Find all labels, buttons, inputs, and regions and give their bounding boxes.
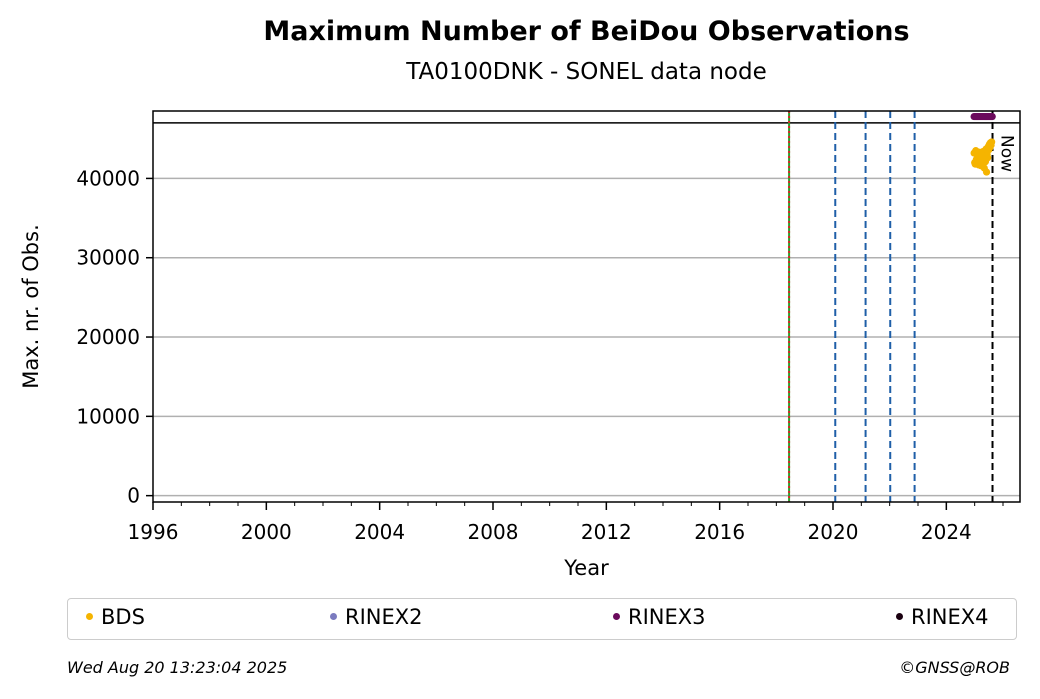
x-tick-label: 2008 (468, 520, 519, 544)
x-tick-label: 1996 (128, 520, 179, 544)
footer-credit: ©GNSS@ROB (899, 658, 1010, 677)
legend: BDS RINEX2 RINEX3 RINEX4 (67, 598, 1017, 640)
footer-timestamp: Wed Aug 20 13:23:04 2025 (67, 658, 288, 677)
point-bds (984, 154, 992, 162)
y-tick-label: 20000 (76, 325, 140, 349)
legend-marker-bds (86, 612, 93, 620)
x-tick-label: 2012 (581, 520, 632, 544)
x-tick-label: 2024 (921, 520, 972, 544)
legend-marker-rinex2 (330, 612, 337, 620)
y-tick-label: 30000 (76, 246, 140, 270)
point-rinex3 (988, 112, 996, 121)
grid-layer (153, 122, 1020, 497)
legend-label: RINEX4 (911, 605, 989, 629)
x-axis-label: Year (563, 556, 609, 580)
x-tick-label: 2000 (241, 520, 292, 544)
y-tick-label: 40000 (76, 166, 140, 190)
x-tick-label: 2004 (354, 520, 405, 544)
y-axis-label: Max. nr. of Obs. (19, 224, 43, 389)
point-bds (988, 138, 996, 146)
legend-item-bds: BDS (86, 605, 145, 629)
legend-marker-rinex3 (613, 612, 620, 620)
x-tick-label: 2020 (808, 520, 859, 544)
legend-item-rinex2: RINEX2 (330, 605, 423, 629)
event-lines (788, 111, 994, 502)
legend-label: BDS (101, 605, 145, 629)
y-tick-label: 0 (127, 484, 140, 508)
plot-frame (152, 110, 1021, 503)
legend-item-rinex3: RINEX3 (613, 605, 706, 629)
legend-marker-rinex4 (896, 612, 903, 620)
x-tick-label: 2016 (694, 520, 745, 544)
y-tick-label: 10000 (76, 404, 140, 428)
legend-label: RINEX2 (345, 605, 423, 629)
point-bds (982, 168, 991, 176)
legend-item-rinex4: RINEX4 (896, 605, 989, 629)
chart-title: Maximum Number of BeiDou Observations (263, 16, 910, 47)
now-label: Now (997, 135, 1017, 172)
chart-subtitle: TA0100DNK - SONEL data node (406, 59, 767, 85)
legend-label: RINEX3 (628, 605, 706, 629)
data-points (970, 112, 996, 176)
axis-ticks: 0 10000 20000 30000 40000 1996 2000 2004 2008 201… (76, 166, 1004, 544)
